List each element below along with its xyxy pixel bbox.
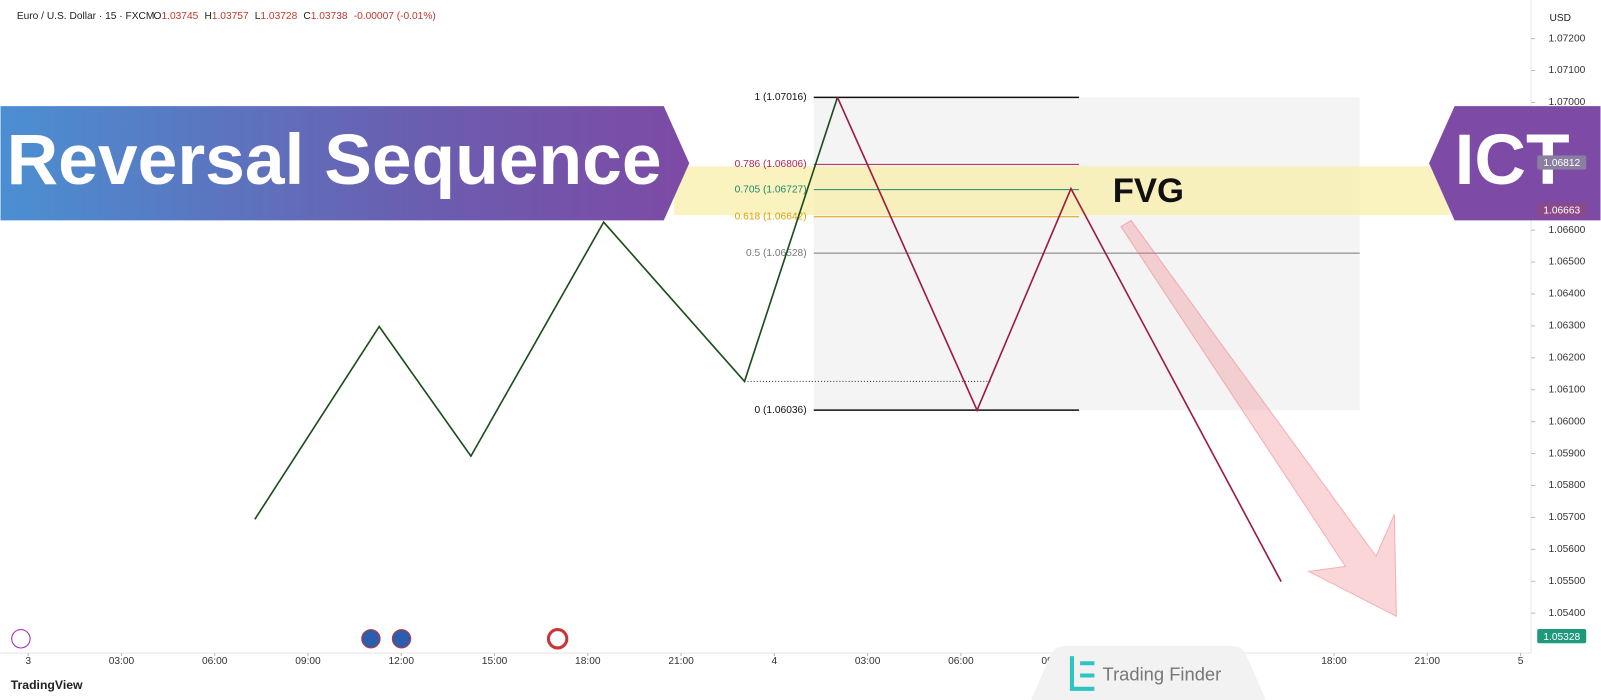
- y-tick-label: 1.07200: [1548, 33, 1585, 44]
- x-tick-label: 21:00: [668, 656, 694, 667]
- y-tick-label: 1.05800: [1548, 480, 1585, 491]
- ohlc-key: C: [303, 11, 310, 22]
- y-tick-label: 1.06100: [1548, 384, 1585, 395]
- y-tick-label: 1.05900: [1548, 448, 1585, 459]
- x-tick-label: 06:00: [202, 656, 228, 667]
- y-tick-label: 1.05700: [1548, 512, 1585, 523]
- y-tick-label: 1.06600: [1548, 225, 1585, 236]
- x-tick-label: 21:00: [1415, 656, 1441, 667]
- y-tick-label: 1.06500: [1548, 257, 1585, 268]
- x-tick-label: 18:00: [1321, 656, 1347, 667]
- right-banner: [1429, 106, 1601, 221]
- ohlc-value: 1.03745: [161, 11, 198, 22]
- fib-label: 0.705 (1.06727): [735, 184, 807, 195]
- y-tick-label: 1.05600: [1548, 544, 1585, 555]
- event-icon: [11, 629, 31, 649]
- x-tick-label: 4: [772, 656, 778, 667]
- currency: USD: [1549, 13, 1571, 24]
- ohlc-value: 1.03738: [311, 11, 348, 22]
- event-icon: [391, 629, 412, 649]
- x-tick-label: 03:00: [109, 656, 135, 667]
- y-tick-label: 1.06300: [1548, 321, 1585, 332]
- price-line: [836, 97, 1282, 582]
- y-tick-label: 1.06400: [1548, 289, 1585, 300]
- fib-label: 0.786 (1.06806): [735, 159, 807, 170]
- symbol: Euro / U.S. Dollar · 15 · FXCM: [17, 11, 155, 22]
- event-icon: [546, 628, 569, 650]
- fib-label: 0.5 (1.06528): [746, 248, 807, 259]
- x-tick-label: 06:00: [948, 656, 974, 667]
- ohlc-key: L: [255, 11, 261, 22]
- ohlc-value: -0.00007 (-0.01%): [354, 11, 436, 22]
- price-badge-label: 1.05328: [1543, 632, 1580, 643]
- x-tick-label: 3: [25, 656, 31, 667]
- x-tick-label: 18:00: [575, 656, 601, 667]
- y-tick-label: 1.06000: [1548, 416, 1585, 427]
- watermark-logo: [1069, 656, 1095, 691]
- left-banner-text: Reversal Sequence: [7, 120, 662, 200]
- ohlc-value: 1.03728: [260, 11, 297, 22]
- price-badge: [1537, 155, 1587, 170]
- y-tick-label: 1.05400: [1548, 608, 1585, 619]
- x-tick-label: 5: [1518, 656, 1524, 667]
- fib-label: 0 (1.06036): [755, 405, 807, 416]
- y-tick-label: 1.06200: [1548, 352, 1585, 363]
- brand: TradingView: [11, 678, 83, 692]
- y-tick-label: 1.07100: [1548, 65, 1585, 76]
- event-icon: [361, 629, 381, 649]
- y-tick-label: 1.05500: [1548, 576, 1585, 587]
- price-badge: [1537, 629, 1587, 644]
- overlay: Reversal Sequence ICT Trading Finder Tra…: [0, 11, 1601, 700]
- x-tick-label: 12:00: [389, 656, 415, 667]
- left-banner: [0, 106, 690, 221]
- y-tick-label: 1.07000: [1548, 97, 1585, 108]
- fvg-label: FVG: [1113, 172, 1184, 210]
- watermark-plate: [1031, 645, 1266, 700]
- price-line: [254, 97, 839, 520]
- watermark-text: Trading Finder: [1103, 663, 1222, 684]
- fib-box: [813, 97, 1360, 411]
- plot: FVG 1 (1.07016) 0.786 (1.06806) 0.705 (1.06…: [25, 33, 1585, 667]
- price-badge: [1537, 202, 1587, 218]
- ohlc-key: H: [204, 11, 211, 22]
- x-tick-label: 15:00: [482, 656, 508, 667]
- fib-label: 0.618 (1.06642): [735, 211, 807, 222]
- ohlc-key: O: [154, 11, 162, 22]
- fib-label: 1 (1.07016): [755, 92, 807, 103]
- x-tick-label: 09:00: [295, 656, 321, 667]
- x-tick-label: 03:00: [855, 656, 881, 667]
- price-badge-label: 1.06663: [1543, 206, 1580, 217]
- price-badge-label: 1.06812: [1543, 158, 1580, 169]
- ohlc-value: 1.03757: [212, 11, 249, 22]
- down-arrow: [1120, 219, 1397, 618]
- fvg-zone: [673, 166, 1450, 216]
